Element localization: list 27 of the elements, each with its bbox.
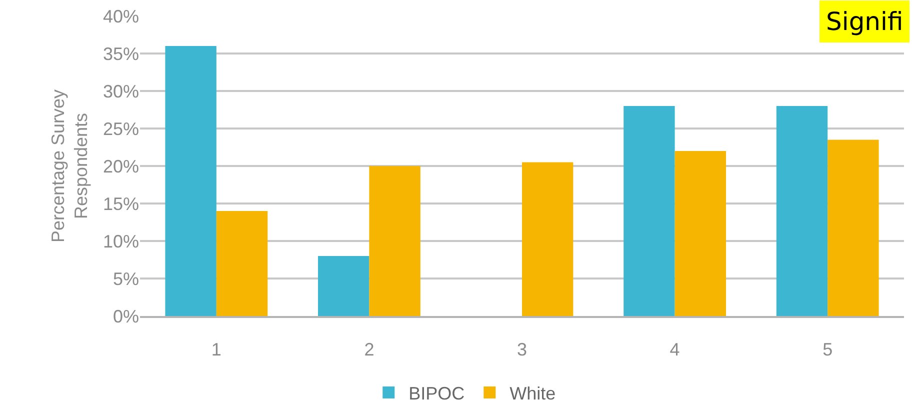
bar: [216, 211, 268, 316]
y-tick-label: 30%: [102, 81, 139, 102]
x-tick-label: 1: [211, 340, 222, 360]
x-tick-label: 5: [822, 340, 833, 360]
y-tick-label: 0%: [112, 306, 139, 326]
bar: [369, 166, 420, 316]
x-tick-label: 3: [516, 340, 528, 360]
annotation: Signifi: [826, 7, 904, 36]
bar: [776, 106, 828, 316]
bar: [522, 162, 574, 316]
bar: [624, 106, 675, 316]
y-tick-label: 35%: [102, 44, 139, 64]
y-tick-label: 20%: [102, 156, 139, 176]
y-tick-label: 5%: [112, 268, 139, 289]
y-tick-label: 10%: [102, 231, 139, 252]
y-axis-title: Percentage Survey Respondents: [48, 89, 92, 243]
y-tick-label: 15%: [102, 194, 139, 214]
legend-label: BIPOC: [408, 383, 465, 404]
y-tick-label: 40%: [102, 6, 139, 26]
bar: [674, 151, 726, 316]
legend-label: White: [510, 383, 556, 404]
bar: [828, 140, 879, 316]
x-tick-label: 4: [670, 340, 680, 360]
x-tick-label: 2: [364, 340, 374, 360]
y-tick-label: 25%: [102, 118, 139, 139]
bar: [165, 46, 216, 316]
bar: [318, 256, 370, 316]
